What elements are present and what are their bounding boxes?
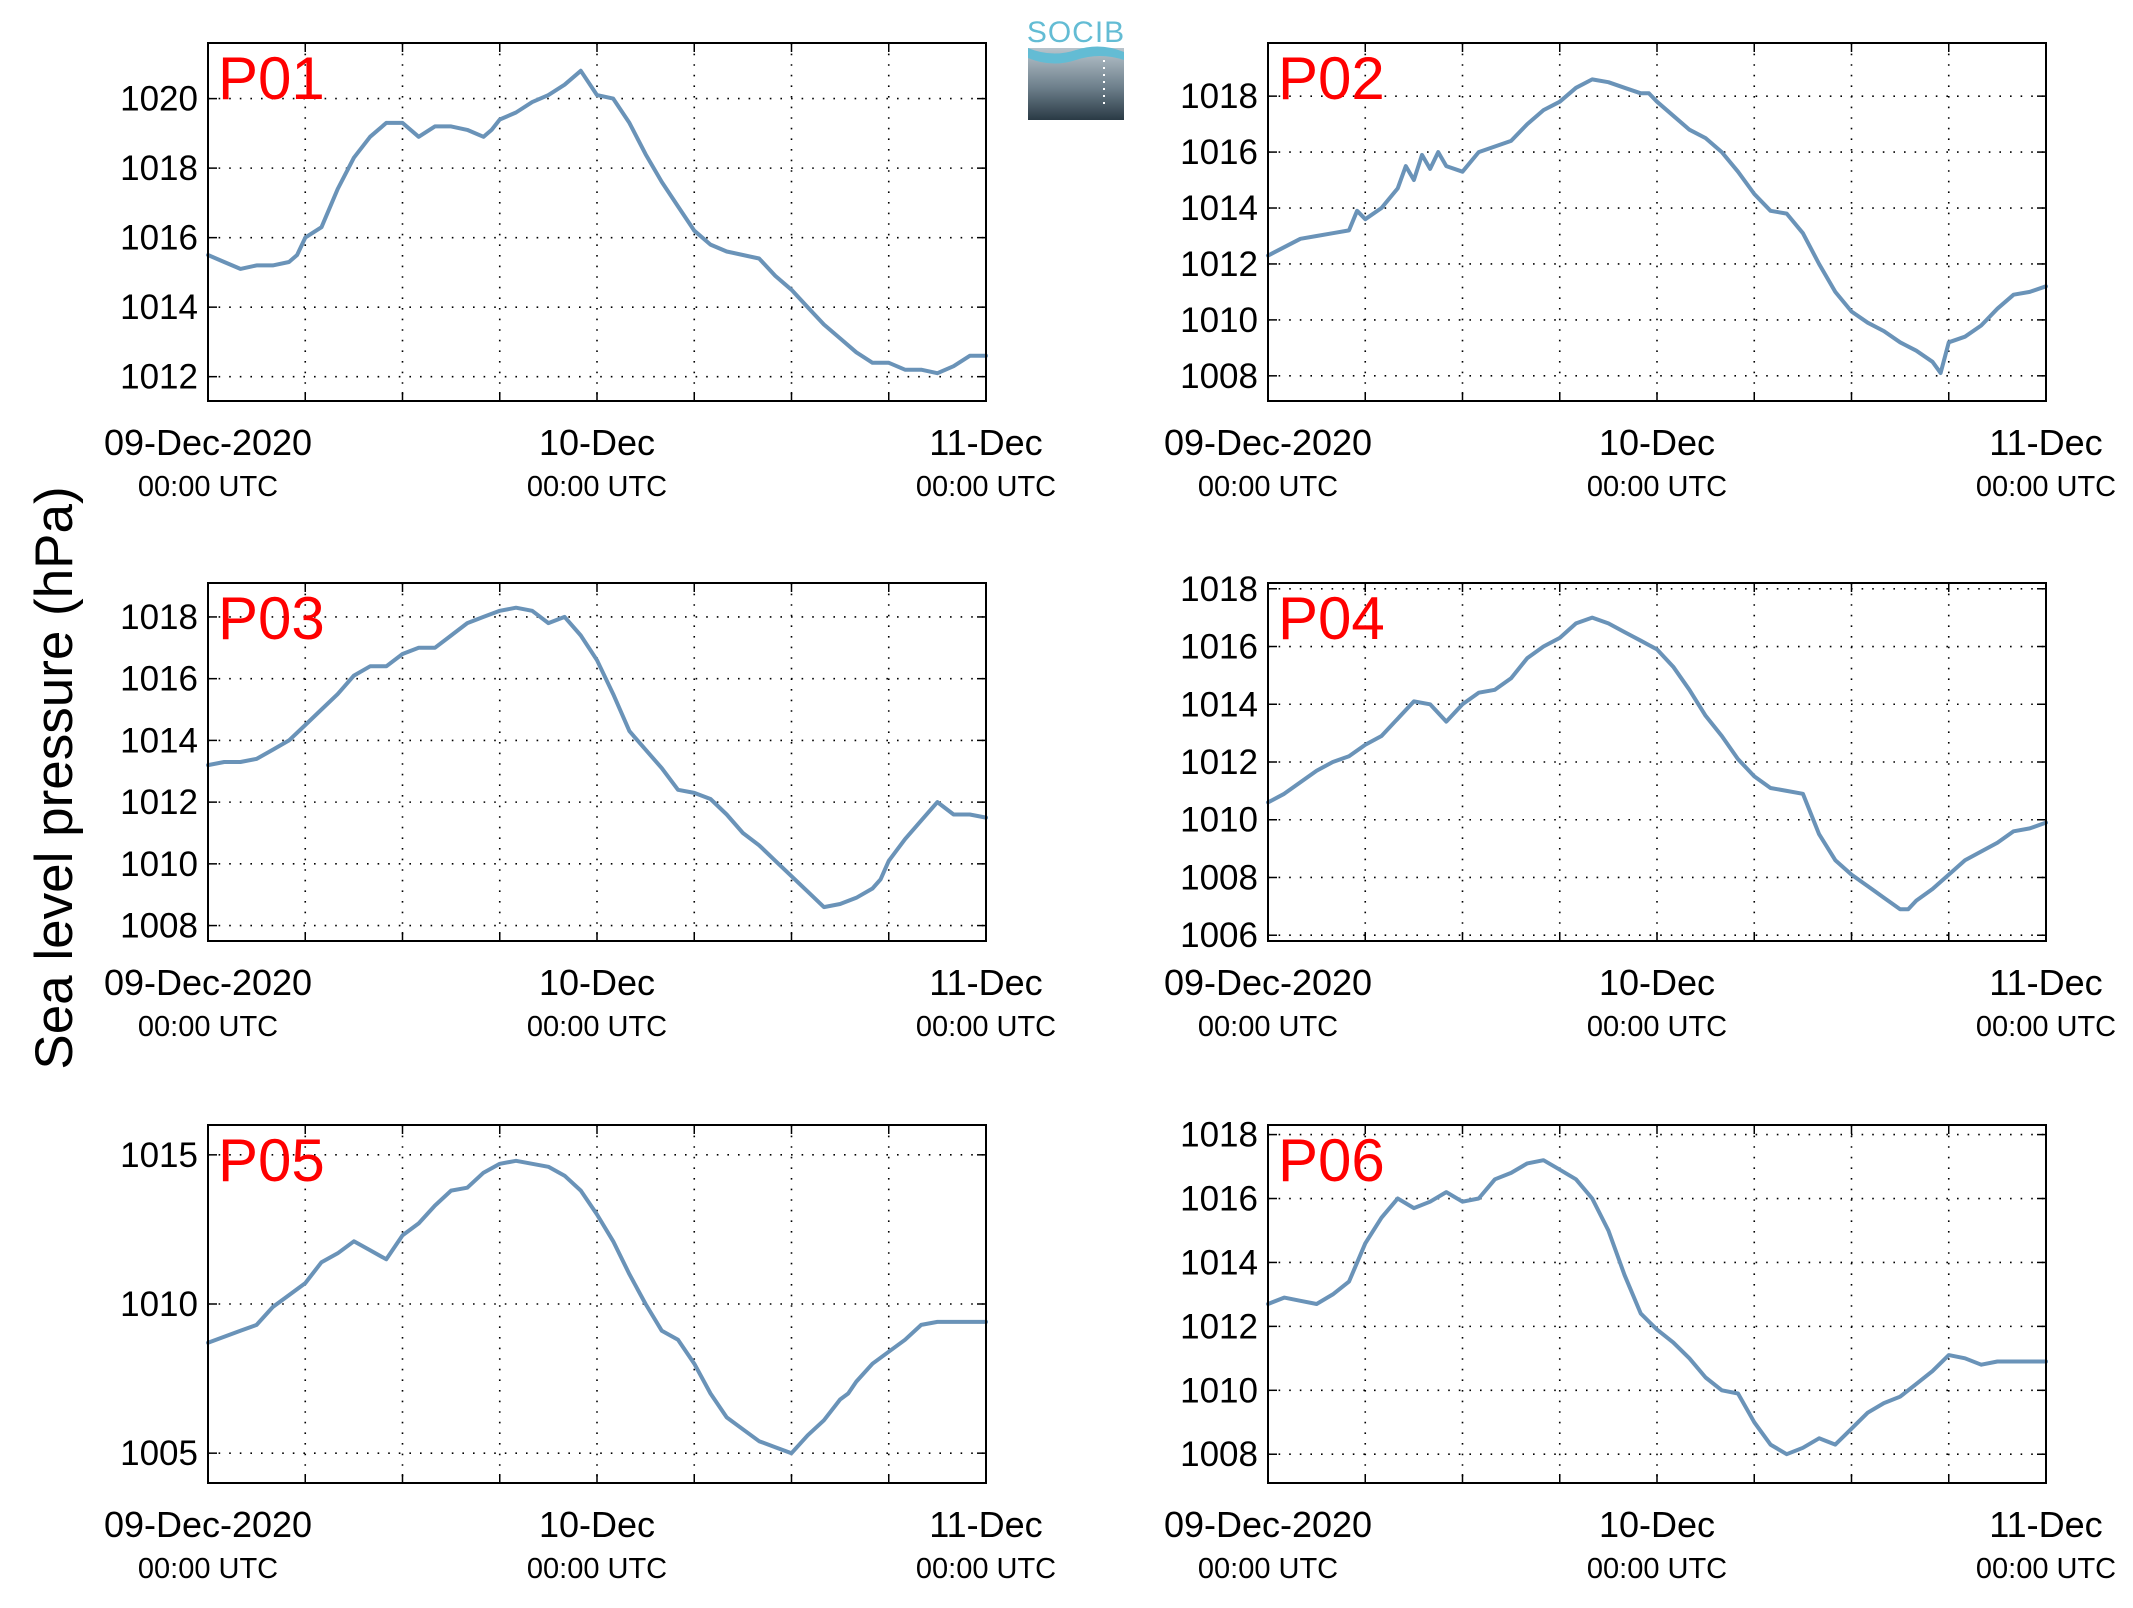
x-tick-label-date: 10-Dec	[1599, 962, 1715, 1003]
panel-label: P02	[1278, 45, 1385, 112]
y-tick-label: 1010	[120, 1285, 198, 1324]
y-tick-label: 1010	[1180, 301, 1258, 340]
y-tick-label: 1014	[1180, 189, 1258, 228]
axes-frame	[207, 582, 987, 942]
x-tick-label-time: 00:00 UTC	[138, 1553, 278, 1585]
x-tick-label-date: 10-Dec	[539, 962, 655, 1003]
x-tick-label-time: 00:00 UTC	[916, 1011, 1056, 1043]
y-tick-label: 1014	[1180, 1243, 1258, 1282]
x-tick-label-time: 00:00 UTC	[138, 1011, 278, 1043]
x-tick-label-date: 09-Dec-2020	[104, 962, 312, 1003]
y-tick-label: 1018	[1180, 77, 1258, 116]
x-tick-label-time: 00:00 UTC	[1587, 471, 1727, 503]
x-tick-label-date: 10-Dec	[1599, 1504, 1715, 1545]
y-tick-label: 1012	[1180, 1307, 1258, 1346]
pressure-series-line	[206, 605, 988, 910]
x-tick-label-time: 00:00 UTC	[1976, 1553, 2116, 1585]
y-tick-label: 1008	[120, 907, 198, 946]
panel-p02: 1008 1010 1012 1014 1016 1018 09-Dec-2020 00:00…	[1164, 42, 2116, 503]
x-tick-label-date: 11-Dec	[929, 1504, 1042, 1545]
y-tick-label: 1010	[1180, 1371, 1258, 1410]
panel-label: P05	[218, 1127, 325, 1194]
socib-logo: SOCIB	[1027, 16, 1125, 120]
y-tick-label: 1016	[120, 660, 198, 699]
pressure-series-line	[1266, 77, 2048, 375]
x-tick-label-date: 10-Dec	[1599, 422, 1715, 463]
x-tick-label-time: 00:00 UTC	[916, 471, 1056, 503]
panel-label: P03	[218, 585, 325, 652]
y-tick-label: 1005	[120, 1434, 198, 1473]
axes-frame	[1267, 42, 2047, 402]
x-tick-label-date: 10-Dec	[539, 422, 655, 463]
y-tick-label: 1014	[120, 721, 198, 760]
x-tick-label-date: 11-Dec	[929, 962, 1042, 1003]
axes-frame	[1267, 582, 2047, 942]
x-tick-label-date: 09-Dec-2020	[1164, 422, 1372, 463]
y-tick-label: 1020	[120, 80, 198, 119]
y-tick-label: 1008	[1180, 1435, 1258, 1474]
logo-wave	[1028, 46, 1124, 64]
x-tick-label-time: 00:00 UTC	[1198, 1553, 1338, 1585]
x-tick-label-time: 00:00 UTC	[527, 1553, 667, 1585]
y-tick-label: 1018	[1180, 570, 1258, 609]
y-tick-label: 1014	[1180, 685, 1258, 724]
panel-label: P06	[1278, 1127, 1385, 1194]
x-tick-label-date: 10-Dec	[539, 1504, 655, 1545]
x-tick-label-date: 11-Dec	[1989, 1504, 2102, 1545]
panel-p06: 1008 1010 1012 1014 1016 1018 09-Dec-2020 00:00…	[1164, 1116, 2116, 1585]
axes-frame	[1267, 1124, 2047, 1484]
x-tick-label-time: 00:00 UTC	[1976, 1011, 2116, 1043]
x-tick-label-date: 09-Dec-2020	[104, 1504, 312, 1545]
pressure-series-line	[206, 1158, 988, 1456]
x-tick-label-time: 00:00 UTC	[1976, 471, 2116, 503]
y-tick-label: 1015	[120, 1136, 198, 1175]
x-tick-label-date: 11-Dec	[929, 422, 1042, 463]
panel-p03: 1008 1010 1012 1014 1016 1018 09-Dec-2020 00:00…	[104, 582, 1056, 1043]
x-tick-label-date: 09-Dec-2020	[1164, 962, 1372, 1003]
y-tick-label: 1014	[120, 288, 198, 327]
axes-frame	[207, 42, 987, 402]
pressure-series-line	[1266, 1158, 2048, 1457]
y-tick-label: 1008	[1180, 858, 1258, 897]
y-tick-label: 1016	[1180, 133, 1258, 172]
y-tick-label: 1018	[120, 149, 198, 188]
panels: 1012 1014 1016 1018 1020 09-Dec-2020 00:00 UTC…	[104, 42, 2116, 1585]
y-tick-label: 1016	[1180, 628, 1258, 667]
y-tick-label: 1008	[1180, 357, 1258, 396]
y-tick-label: 1012	[1180, 245, 1258, 284]
panel-p04: 1006 1008 1010 1012 1014 1016 1018 09-Dec-2020 0…	[1164, 570, 2116, 1043]
panel-label: P04	[1278, 585, 1385, 652]
y-tick-label: 1010	[120, 845, 198, 884]
y-tick-label: 1016	[1180, 1180, 1258, 1219]
pressure-series-line	[1266, 615, 2048, 912]
x-tick-label-date: 11-Dec	[1989, 962, 2102, 1003]
x-tick-label-time: 00:00 UTC	[138, 471, 278, 503]
x-tick-label-date: 11-Dec	[1989, 422, 2102, 463]
x-tick-label-time: 00:00 UTC	[916, 1553, 1056, 1585]
logo-text: SOCIB	[1027, 16, 1125, 49]
panel-label: P01	[218, 45, 325, 112]
x-tick-label-time: 00:00 UTC	[527, 471, 667, 503]
y-tick-label: 1018	[120, 598, 198, 637]
x-tick-label-time: 00:00 UTC	[527, 1011, 667, 1043]
panel-p05: 1005 1010 1015 09-Dec-2020 00:00 UTC 10-Dec 00…	[104, 1124, 1056, 1585]
x-tick-label-time: 00:00 UTC	[1587, 1011, 1727, 1043]
x-tick-label-date: 09-Dec-2020	[1164, 1504, 1372, 1545]
x-tick-label-date: 09-Dec-2020	[104, 422, 312, 463]
x-tick-label-time: 00:00 UTC	[1198, 1011, 1338, 1043]
y-tick-label: 1012	[1180, 743, 1258, 782]
y-tick-label: 1018	[1180, 1116, 1258, 1155]
y-tick-label: 1006	[1180, 916, 1258, 955]
y-tick-label: 1012	[120, 358, 198, 397]
panel-p01: 1012 1014 1016 1018 1020 09-Dec-2020 00:00 UTC…	[104, 42, 1056, 503]
y-tick-label: 1010	[1180, 801, 1258, 840]
x-tick-label-time: 00:00 UTC	[1587, 1553, 1727, 1585]
pressure-series-line	[206, 68, 988, 376]
y-tick-label: 1016	[120, 219, 198, 258]
x-tick-label-time: 00:00 UTC	[1198, 471, 1338, 503]
axes-frame	[207, 1124, 987, 1484]
y-tick-label: 1012	[120, 783, 198, 822]
y-axis-label: Sea level pressure (hPa)	[25, 486, 84, 1069]
